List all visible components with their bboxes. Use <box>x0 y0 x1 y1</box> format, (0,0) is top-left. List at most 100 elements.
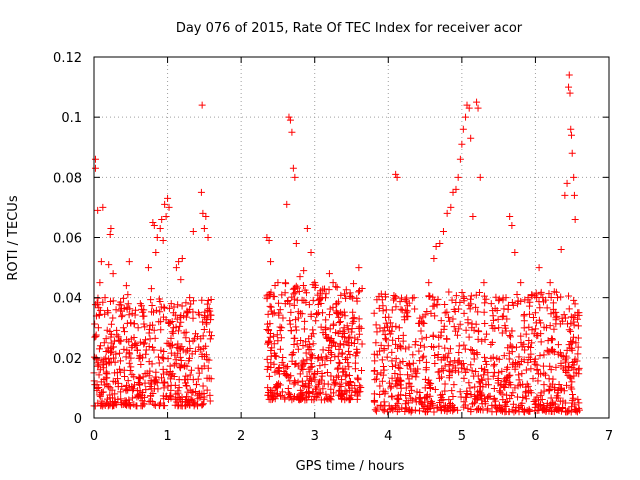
data-point <box>307 350 315 358</box>
data-point <box>307 249 315 257</box>
data-point <box>141 379 149 387</box>
data-point <box>112 306 120 314</box>
data-point <box>546 362 554 370</box>
data-point <box>546 279 554 287</box>
data-point <box>357 383 365 391</box>
data-point <box>383 353 391 361</box>
data-point <box>445 288 453 296</box>
data-point <box>267 303 275 311</box>
data-point <box>381 290 389 298</box>
data-point <box>156 297 164 305</box>
data-point <box>560 387 568 395</box>
data-point <box>126 366 134 374</box>
data-point <box>379 363 387 371</box>
data-point <box>303 372 311 380</box>
data-point <box>465 379 473 387</box>
data-point <box>403 307 411 315</box>
data-point <box>426 379 434 387</box>
data-point <box>342 294 350 302</box>
data-point <box>569 314 577 322</box>
data-point <box>558 314 566 322</box>
data-point <box>422 358 430 366</box>
data-point <box>554 350 562 358</box>
data-point <box>202 212 210 220</box>
data-point <box>273 381 281 389</box>
data-point <box>326 305 334 313</box>
data-point <box>325 311 333 319</box>
data-point <box>565 83 573 91</box>
data-point <box>548 380 556 388</box>
data-point <box>395 324 403 332</box>
data-point <box>94 362 102 370</box>
data-point <box>332 283 340 291</box>
data-point <box>109 270 117 278</box>
data-point <box>141 323 149 331</box>
data-point <box>310 396 318 404</box>
data-point <box>174 327 182 335</box>
data-point <box>517 332 525 340</box>
data-point <box>358 285 366 293</box>
data-point <box>487 341 495 349</box>
data-point <box>530 398 538 406</box>
data-point <box>529 375 537 383</box>
data-point <box>271 352 279 360</box>
data-point <box>111 390 119 398</box>
data-point <box>500 378 508 386</box>
data-point <box>437 317 445 325</box>
data-point <box>325 344 333 352</box>
data-point <box>124 300 132 308</box>
data-point <box>327 392 335 400</box>
data-point <box>520 340 528 348</box>
data-point <box>316 362 324 370</box>
data-point <box>159 237 167 245</box>
data-point <box>291 360 299 368</box>
data-point <box>547 394 555 402</box>
data-point <box>565 326 573 334</box>
data-point <box>470 355 478 363</box>
data-point <box>333 300 341 308</box>
data-point <box>162 212 170 220</box>
data-point <box>388 393 396 401</box>
data-point <box>564 367 572 375</box>
data-point <box>512 359 520 367</box>
data-point <box>183 307 191 315</box>
data-point <box>425 279 433 287</box>
data-point <box>161 200 169 208</box>
data-point <box>468 400 476 408</box>
data-point <box>106 384 114 392</box>
data-point <box>137 402 145 410</box>
data-point <box>178 255 186 263</box>
data-point <box>428 343 436 351</box>
data-point <box>533 293 541 301</box>
data-point <box>156 308 164 316</box>
data-point <box>441 380 449 388</box>
data-point <box>160 313 168 321</box>
data-point <box>384 342 392 350</box>
data-point <box>346 333 354 341</box>
data-point <box>184 388 192 396</box>
data-point <box>96 279 104 287</box>
data-point <box>114 395 122 403</box>
data-point <box>279 314 287 322</box>
data-point <box>449 393 457 401</box>
data-point <box>194 392 202 400</box>
data-point <box>207 296 215 304</box>
data-point <box>396 371 404 379</box>
data-point <box>267 347 275 355</box>
data-point <box>171 351 179 359</box>
data-point <box>545 375 553 383</box>
data-point <box>175 258 183 266</box>
data-point <box>495 295 503 303</box>
data-point <box>565 363 573 371</box>
data-point <box>388 348 396 356</box>
data-point <box>280 367 288 375</box>
data-point <box>528 292 536 300</box>
data-point <box>108 348 116 356</box>
data-point <box>327 335 335 343</box>
data-point <box>287 372 295 380</box>
data-point <box>447 203 455 211</box>
data-point <box>481 336 489 344</box>
data-point <box>289 349 297 357</box>
data-point <box>443 209 451 217</box>
data-point <box>565 292 573 300</box>
